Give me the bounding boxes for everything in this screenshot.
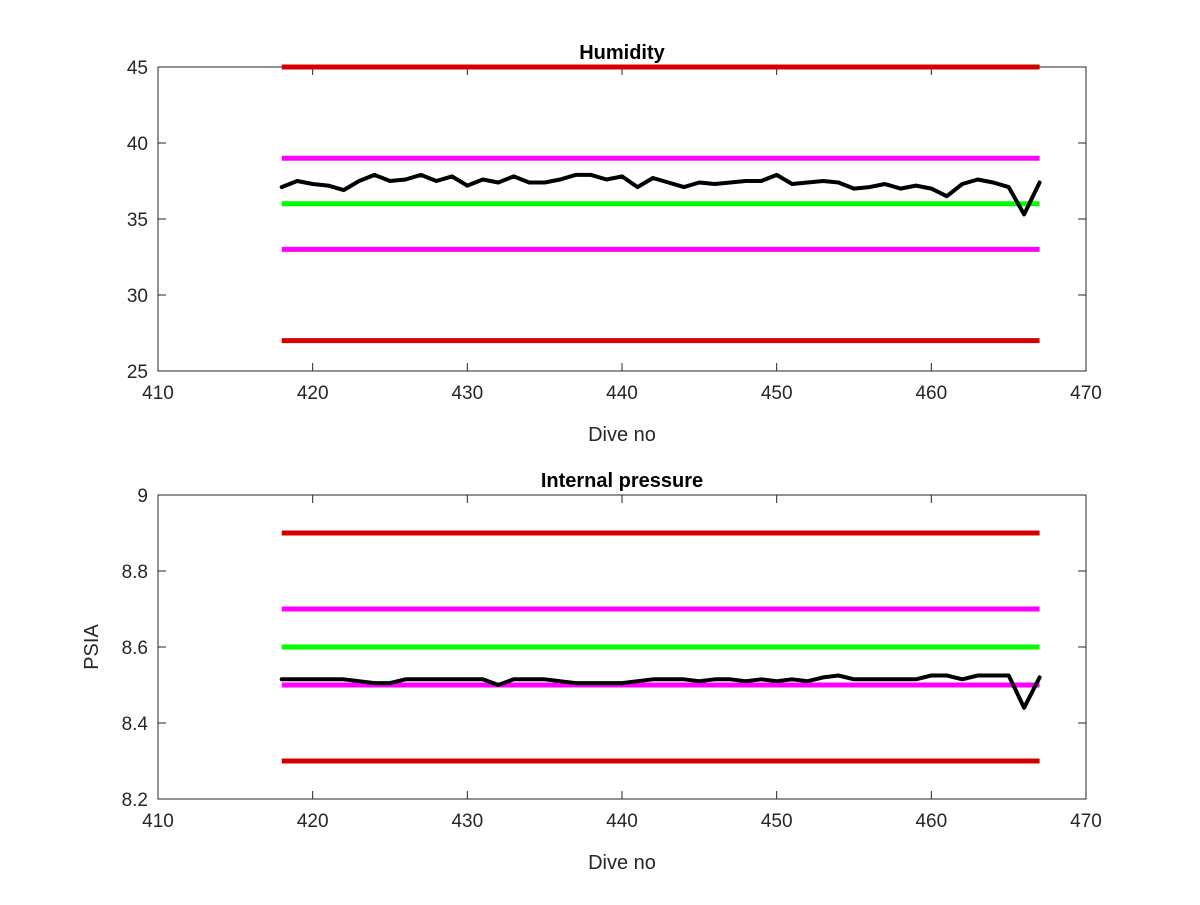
y-tick-label: 45: [127, 58, 148, 79]
x-tick-label: 450: [761, 383, 793, 404]
y-tick-label: 25: [127, 362, 148, 383]
x-tick-label: 470: [1070, 811, 1102, 832]
data-series-line: [279, 673, 1042, 710]
y-tick-label: 9: [137, 486, 148, 507]
data-series-line: [279, 172, 1042, 217]
y-tick-label: 40: [127, 134, 148, 155]
x-tick-label: 460: [915, 383, 947, 404]
y-tick-label: 8.8: [122, 562, 148, 583]
x-tick-label: 440: [606, 383, 638, 404]
chart-title: Humidity: [579, 42, 665, 64]
x-tick-label: 460: [915, 811, 947, 832]
x-tick-label: 430: [451, 383, 483, 404]
y-tick-label: 35: [127, 210, 148, 231]
chart-panel-2: 410 420 430 440 450 460 470 8.2 8.4 8.6 8.8 9 Intern…: [81, 470, 1102, 874]
y-tick-label: 8.2: [122, 790, 148, 811]
chart-panel-1: 410 420 430 440 450 460 470 25 30 35 40 45 Humidity D…: [127, 42, 1102, 446]
x-tick-label: 420: [297, 383, 329, 404]
x-axis-label: Dive no: [588, 424, 656, 446]
y-axis-label: PSIA: [81, 624, 103, 670]
x-tick-label: 410: [142, 811, 174, 832]
x-tick-label: 450: [761, 811, 793, 832]
x-tick-label: 440: [606, 811, 638, 832]
chart-title: Internal pressure: [541, 470, 703, 492]
x-tick-label: 470: [1070, 383, 1102, 404]
x-axis-label: Dive no: [588, 852, 656, 874]
x-tick-label: 420: [297, 811, 329, 832]
x-tick-label: 430: [451, 811, 483, 832]
y-tick-label: 8.6: [122, 638, 148, 659]
y-tick-label: 30: [127, 286, 148, 307]
y-tick-label: 8.4: [122, 714, 149, 735]
plot-area-frame: [157, 66, 1087, 372]
x-tick-label: 410: [142, 383, 174, 404]
